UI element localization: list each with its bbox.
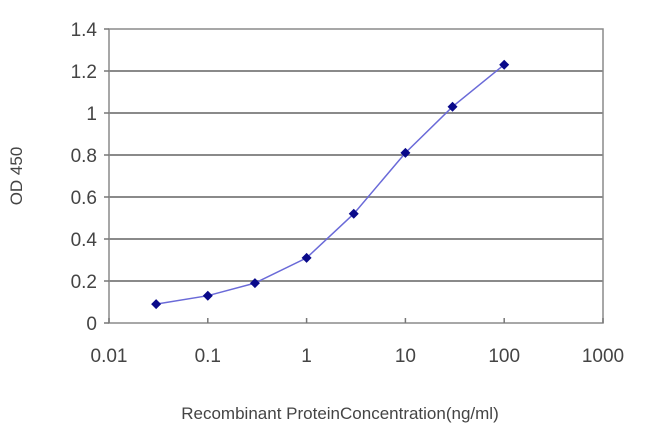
diamond-marker-icon (249, 278, 260, 289)
diamond-marker-icon (499, 59, 510, 70)
diamond-marker-icon (301, 252, 312, 263)
x-tick-label: 100 (488, 346, 520, 367)
y-tick-label: 0.4 (71, 230, 98, 251)
y-tick-label: 0.2 (71, 272, 97, 293)
y-tick-label: 1.2 (71, 62, 97, 83)
plot-area-frame (108, 28, 604, 324)
diamond-marker-icon (447, 101, 458, 112)
y-tick-label: 0.6 (71, 188, 97, 209)
x-tick-label: 0.1 (195, 346, 221, 367)
diamond-marker-icon (151, 299, 162, 310)
diamond-marker-icon (348, 208, 359, 219)
diamond-marker-icon (400, 147, 411, 158)
x-tick-label: 0.01 (91, 346, 128, 367)
y-tick-label: 1 (86, 104, 97, 125)
x-tick-label: 10 (395, 346, 416, 367)
series-line (156, 64, 505, 305)
horizontal-gridlines (109, 70, 603, 282)
data-point-markers (151, 59, 510, 310)
x-tick-label: 1000 (582, 346, 624, 367)
y-axis-ticks: 0 0.2 0.4 0.6 0.8 1 1.2 1.4 (71, 20, 109, 335)
y-axis-title: OD 450 (7, 147, 26, 206)
x-axis-title: Recombinant ProteinConcentration(ng/ml) (181, 404, 499, 423)
y-tick-label: 0 (86, 314, 97, 335)
y-tick-label: 1.4 (71, 20, 98, 41)
x-tick-label: 1 (301, 346, 312, 367)
x-axis-ticks: 0.01 0.1 1 10 100 1000 (91, 318, 624, 367)
diamond-marker-icon (202, 290, 213, 301)
y-tick-label: 0.8 (71, 146, 97, 167)
